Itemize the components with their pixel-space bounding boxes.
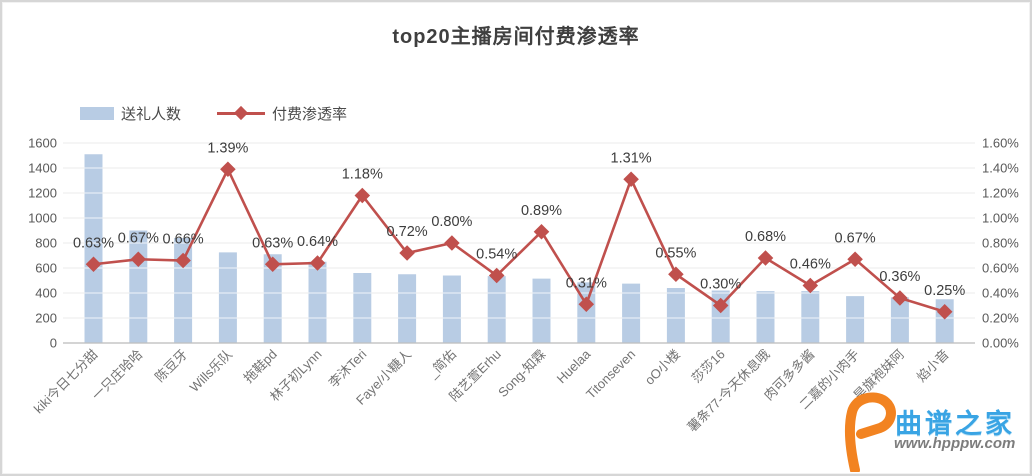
left-axis-tick-label: 0 — [50, 336, 57, 351]
data-label: 0.72% — [387, 224, 428, 240]
x-axis-category-label: 薯条77-今天休息哦 — [684, 347, 772, 435]
data-label: 0.64% — [297, 234, 338, 250]
penetration-line — [93, 166, 946, 313]
right-axis-tick-label: 0.60% — [982, 261, 1019, 276]
data-label: 1.39% — [207, 140, 248, 156]
data-label: 0.80% — [431, 214, 472, 230]
x-axis-category-label: oO小楼 — [642, 347, 683, 388]
x-axis-category-label: 李沐Teri — [326, 346, 370, 390]
legend: 送礼人数 付费渗透率 — [80, 103, 347, 124]
left-axis-tick-label: 200 — [35, 311, 57, 326]
x-axis-category-label: 莎莎16 — [689, 347, 728, 386]
x-axis-category-label: kiki今日七分甜 — [31, 347, 101, 417]
data-label: 0.55% — [655, 245, 696, 261]
data-label: 0.31% — [566, 275, 607, 291]
x-axis-category-label: 焰小音 — [914, 347, 952, 385]
bar — [308, 261, 327, 343]
bar — [532, 278, 551, 343]
data-label: 0.46% — [790, 257, 831, 273]
right-axis-tick-label: 1.60% — [982, 136, 1019, 151]
right-axis-tick-label: 0.40% — [982, 286, 1019, 301]
x-axis-category-label: _简佑 — [424, 347, 459, 382]
bar-series-swatch — [80, 107, 114, 120]
x-axis-category-label: 拖鞋pd — [241, 347, 280, 386]
x-axis-category-label: Song-知霖 — [495, 347, 549, 401]
data-label: 0.63% — [73, 235, 114, 251]
x-axis-category-label: 陈豆牙 — [152, 347, 190, 385]
legend-item-bar-series: 送礼人数 — [80, 103, 181, 124]
bar — [398, 274, 417, 343]
legend-bar-label: 送礼人数 — [121, 106, 182, 123]
bar — [129, 230, 148, 343]
left-axis-tick-label: 400 — [35, 286, 57, 301]
data-label: 0.66% — [163, 232, 204, 248]
bar — [801, 291, 820, 343]
bar — [622, 283, 641, 343]
bar — [263, 254, 282, 343]
bar — [84, 154, 103, 343]
data-label: 0.68% — [745, 229, 786, 245]
left-axis-tick-label: 1000 — [28, 211, 57, 226]
right-axis-tick-label: 1.00% — [982, 211, 1019, 226]
data-label: 0.30% — [700, 277, 741, 293]
data-label: 0.67% — [118, 230, 159, 246]
bar — [174, 238, 193, 343]
data-label: 1.18% — [342, 167, 383, 183]
right-axis-tick-label: 0.80% — [982, 236, 1019, 251]
bar — [666, 288, 685, 343]
brand-logo-icon — [844, 392, 896, 472]
line-point-marker — [220, 161, 236, 178]
line-point-marker — [802, 277, 819, 294]
right-axis-tick-label: 0.20% — [982, 311, 1019, 326]
bar — [353, 273, 372, 343]
legend-line-label: 付费渗透率 — [272, 106, 348, 123]
x-axis-category-label: Wills乐队 — [187, 347, 235, 395]
brand-url: www.hpppw.com — [894, 435, 1016, 452]
left-axis-tick-label: 600 — [35, 261, 57, 276]
left-axis-tick-label: 1600 — [28, 136, 57, 151]
x-axis-category-label: Titonseven — [583, 347, 638, 402]
left-axis-tick-label: 800 — [35, 236, 57, 251]
data-label: 0.36% — [879, 269, 920, 285]
bar — [890, 297, 909, 343]
right-axis-tick-label: 1.40% — [982, 161, 1019, 176]
watermark: 曲谱之家 www.hpppw.com — [839, 390, 1024, 472]
line-point-marker — [623, 171, 639, 188]
right-axis-tick-label: 0.00% — [982, 336, 1019, 351]
bar — [577, 282, 596, 343]
bar — [442, 275, 461, 343]
data-label: 0.54% — [476, 247, 517, 263]
x-axis-category-label: Huelaa — [554, 346, 594, 386]
line-point-marker — [668, 266, 684, 283]
data-label: 0.67% — [835, 230, 876, 246]
right-axis-tick-label: 1.20% — [982, 186, 1019, 201]
data-label: 1.31% — [611, 150, 652, 166]
data-label: 0.63% — [252, 235, 293, 251]
bar — [487, 276, 506, 343]
left-axis-tick-label: 1400 — [28, 161, 57, 176]
chart-title: top20主播房间付费渗透率 — [392, 26, 640, 48]
bar — [218, 252, 237, 343]
line-series-swatch — [217, 105, 266, 121]
bar — [846, 296, 865, 343]
data-label: 0.25% — [924, 283, 965, 299]
bar — [756, 291, 775, 343]
data-label: 0.89% — [521, 203, 562, 219]
brand-name: 曲谱之家 — [895, 409, 1015, 439]
legend-item-line-series: 付费渗透率 — [217, 103, 347, 124]
left-axis-tick-label: 1200 — [28, 186, 57, 201]
